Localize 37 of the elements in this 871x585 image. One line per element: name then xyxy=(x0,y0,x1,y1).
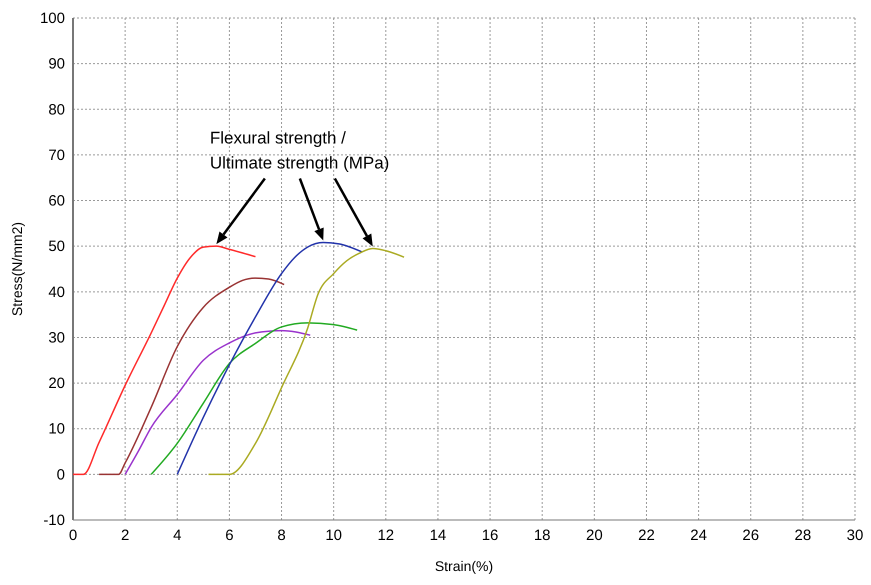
y-tick-label: 50 xyxy=(48,238,65,256)
y-tick-label: -10 xyxy=(43,512,65,529)
line-series xyxy=(208,248,405,476)
x-tick-label: 12 xyxy=(377,527,394,544)
x-tick-label: 16 xyxy=(482,527,498,544)
y-tick-label: 20 xyxy=(48,375,65,392)
line-series xyxy=(150,322,358,476)
y-tick-label: 100 xyxy=(40,10,65,27)
x-tick-label: 30 xyxy=(846,527,864,544)
x-tick-label: 24 xyxy=(690,527,707,544)
y-tick-label: 10 xyxy=(48,420,65,438)
x-tick-label: 28 xyxy=(794,527,812,544)
x-tick-label: 20 xyxy=(586,527,603,544)
x-tick-label: 22 xyxy=(638,527,655,544)
y-tick-label: 80 xyxy=(48,101,65,118)
x-tick-label: 14 xyxy=(430,527,446,544)
line-series xyxy=(176,242,364,476)
y-tick-label: 70 xyxy=(48,146,65,164)
x-tick-label: 2 xyxy=(120,527,130,544)
x-tick-label: 6 xyxy=(225,527,234,544)
x-tick-label: 26 xyxy=(742,527,760,544)
line-series xyxy=(72,245,256,476)
y-tick-label: 60 xyxy=(48,192,65,210)
x-tick-label: 4 xyxy=(173,527,182,544)
line-series xyxy=(98,277,285,476)
y-axis-title: Stress(N/mm2) xyxy=(9,222,25,316)
x-tick-label: 18 xyxy=(534,527,551,544)
line-series xyxy=(124,330,311,476)
y-tick-label: 40 xyxy=(48,284,65,301)
y-tick-label: 30 xyxy=(48,329,65,346)
x-tick-label: 0 xyxy=(68,527,78,544)
annotation: Flexural strength / Ultimate strength (MPa) xyxy=(210,128,390,172)
x-axis-title: Strain(%) xyxy=(434,558,494,574)
y-tick-label: 0 xyxy=(56,466,65,484)
x-tick-label: 8 xyxy=(277,527,286,544)
x-tick-label: 10 xyxy=(325,527,342,544)
y-tick-label: 90 xyxy=(48,56,65,73)
